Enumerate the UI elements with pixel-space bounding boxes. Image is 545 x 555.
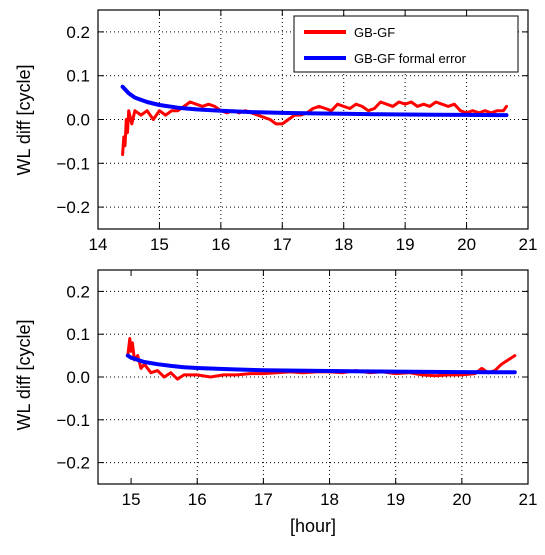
bottom-xlabel: [hour] bbox=[290, 516, 336, 536]
top-xtick-label: 17 bbox=[273, 235, 292, 254]
bottom-xtick-label: 17 bbox=[254, 490, 273, 509]
bottom-ytick-label: −0.2 bbox=[56, 454, 90, 473]
legend-label-formal-error: GB-GF formal error bbox=[354, 51, 467, 66]
bottom-plot-area bbox=[98, 270, 528, 484]
legend-label-gb-gf: GB-GF bbox=[354, 25, 395, 40]
bottom-xtick-label: 20 bbox=[452, 490, 471, 509]
bottom-ytick-label: −0.1 bbox=[56, 411, 90, 430]
top-xtick-label: 19 bbox=[396, 235, 415, 254]
top-series-formal-error bbox=[120, 84, 509, 118]
legend: GB-GF GB-GF formal error bbox=[293, 15, 519, 73]
top-ylabel: WL diff [cycle] bbox=[14, 64, 34, 175]
top-ytick-label: 0.1 bbox=[66, 67, 90, 86]
top-ytick-label: −0.1 bbox=[56, 154, 90, 173]
bottom-xtick-label: 21 bbox=[519, 490, 538, 509]
bottom-ytick-label: 0.0 bbox=[66, 368, 90, 387]
legend-box bbox=[293, 15, 519, 73]
top-ytick-label: 0.0 bbox=[66, 111, 90, 130]
bottom-panel: 15 16 17 18 19 20 21 −0.2 −0.1 0.0 0.1 0.2 bbox=[56, 269, 538, 509]
bottom-xtick-label: 15 bbox=[122, 490, 141, 509]
top-ytick-label: −0.2 bbox=[56, 198, 90, 217]
bottom-ylabel: WL diff [cycle] bbox=[14, 319, 34, 430]
top-xtick-label: 21 bbox=[519, 235, 538, 254]
top-xtick-label: 16 bbox=[211, 235, 230, 254]
top-xtick-label: 18 bbox=[334, 235, 353, 254]
top-xtick-label: 20 bbox=[457, 235, 476, 254]
top-ytick-label: 0.2 bbox=[66, 23, 90, 42]
bottom-xtick-label: 18 bbox=[320, 490, 339, 509]
bottom-series-formal-error bbox=[125, 353, 517, 375]
bottom-ytick-label: 0.2 bbox=[66, 282, 90, 301]
top-xtick-label: 15 bbox=[150, 235, 169, 254]
bottom-xtick-label: 16 bbox=[188, 490, 207, 509]
bottom-ytick-label: 0.1 bbox=[66, 325, 90, 344]
top-xtick-label: 14 bbox=[89, 235, 108, 254]
bottom-xtick-label: 19 bbox=[386, 490, 405, 509]
